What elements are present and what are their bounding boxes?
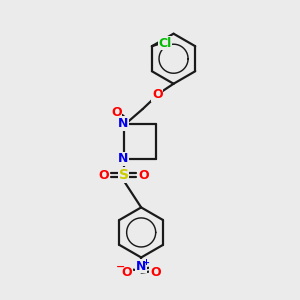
Text: O: O [111,106,122,119]
Text: N: N [118,152,129,165]
Text: O: O [150,266,160,279]
Text: O: O [98,169,109,182]
Text: N: N [136,260,146,273]
Text: S: S [118,168,128,182]
Text: O: O [152,88,163,101]
Text: N: N [118,117,129,130]
Text: O: O [122,266,132,279]
Text: Cl: Cl [158,37,172,50]
Text: −: − [116,262,125,272]
Text: O: O [138,169,148,182]
Text: +: + [142,258,149,267]
